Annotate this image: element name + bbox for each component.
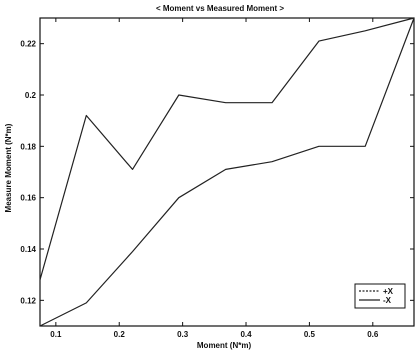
x-tick-label: 0.5	[304, 330, 316, 339]
y-tick-label: 0.12	[20, 296, 36, 305]
series-line-plus-x	[40, 18, 414, 280]
x-tick-label: 0.3	[177, 330, 189, 339]
chart-title: < Moment vs Measured Moment >	[156, 4, 284, 13]
x-tick-label: 0.4	[240, 330, 252, 339]
legend-label-plus-x: +X	[383, 287, 394, 296]
y-tick-label: 0.2	[25, 91, 37, 100]
legend: +X -X	[355, 284, 405, 308]
x-tick-label: 0.2	[114, 330, 126, 339]
x-axis-label: Moment (N*m)	[197, 341, 252, 350]
y-tick-label: 0.18	[20, 142, 36, 151]
y-axis-label: Measure Moment (N*m)	[4, 123, 13, 212]
y-tick-label: 0.16	[20, 194, 36, 203]
legend-label-minus-x: -X	[383, 296, 392, 305]
plot-frame	[40, 18, 414, 326]
y-tick-label: 0.14	[20, 245, 36, 254]
series-group	[40, 18, 414, 326]
y-tick-label: 0.22	[20, 40, 36, 49]
x-tick-label: 0.6	[367, 330, 379, 339]
x-tick-label: 0.1	[50, 330, 62, 339]
series-line-minus-x	[40, 18, 414, 326]
legend-box	[355, 284, 405, 308]
